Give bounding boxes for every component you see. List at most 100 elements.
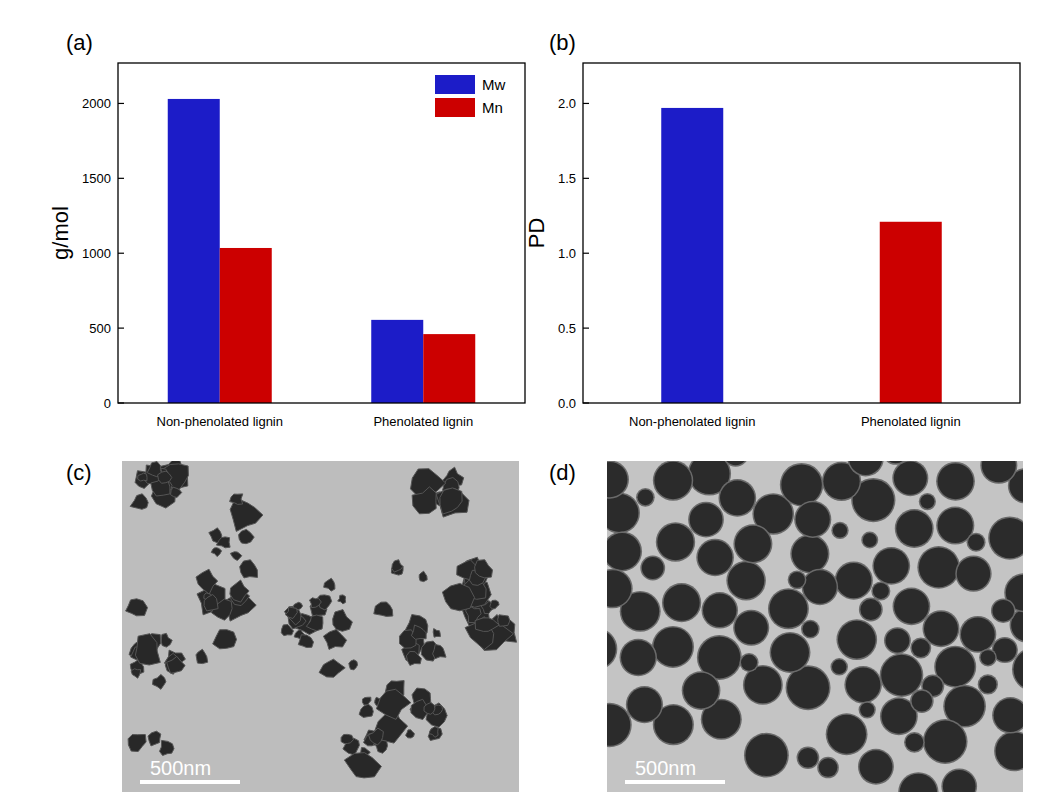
aggregate xyxy=(442,583,474,610)
particle xyxy=(621,640,655,674)
particle-rim xyxy=(770,632,811,673)
particle xyxy=(943,770,976,792)
micrograph-panel: 500nm(c) xyxy=(66,455,519,792)
particle-rim xyxy=(910,689,934,713)
figure: 0500100015002000g/molNon-phenolated lign… xyxy=(0,0,1062,798)
particle-rim xyxy=(620,639,657,676)
particle-rim xyxy=(607,569,633,609)
particle-rim xyxy=(992,697,1023,734)
aggregate xyxy=(436,489,469,517)
particle-rim xyxy=(830,658,848,676)
legend-swatch xyxy=(435,98,475,117)
particle-rim xyxy=(607,532,642,572)
x-tick-label: Non-phenolated lignin xyxy=(157,414,283,429)
bar xyxy=(423,334,475,403)
particle-rim xyxy=(726,561,766,601)
particle-rim xyxy=(919,493,936,510)
particle-rim xyxy=(859,598,883,622)
particle xyxy=(607,570,631,607)
aggregate xyxy=(341,734,353,743)
legend-swatch xyxy=(435,75,475,94)
particle-rim xyxy=(979,649,997,667)
panel-label: (b) xyxy=(549,30,576,55)
aggregate xyxy=(281,625,293,636)
aggregate xyxy=(135,634,160,665)
micrograph-ground xyxy=(122,461,519,792)
particle xyxy=(698,540,733,575)
y-tick xyxy=(118,103,124,104)
particle-rim xyxy=(794,501,831,538)
aggregate xyxy=(428,727,442,740)
particle-rim xyxy=(910,638,931,659)
y-axis-title: g/mol xyxy=(48,206,73,260)
particle xyxy=(961,617,995,651)
particle xyxy=(894,462,927,495)
particle xyxy=(900,774,937,792)
x-tick-label: Phenolated lignin xyxy=(373,414,473,429)
particle-rim xyxy=(871,581,890,600)
particle xyxy=(745,734,787,776)
particle-rim xyxy=(788,570,807,589)
aggregate xyxy=(213,630,237,649)
micrograph xyxy=(122,461,519,792)
particle-rim xyxy=(780,463,823,506)
particle xyxy=(906,733,924,751)
particle-rim xyxy=(978,674,998,694)
particle xyxy=(683,673,719,709)
aggregate xyxy=(369,728,384,745)
aggregate xyxy=(406,730,415,738)
aggregate xyxy=(161,633,172,647)
aggregate xyxy=(411,625,426,639)
particle xyxy=(924,612,958,646)
particle-rim xyxy=(607,628,617,670)
particle xyxy=(860,599,881,620)
particle xyxy=(873,583,889,599)
particle-rim xyxy=(836,619,877,660)
particle xyxy=(607,494,638,532)
particle-rim xyxy=(880,653,924,697)
aggregate xyxy=(376,689,410,719)
particle xyxy=(803,621,819,637)
particle xyxy=(690,503,723,536)
y-axis-title: PD xyxy=(524,218,549,249)
micrograph xyxy=(607,461,1023,792)
particle-rim xyxy=(607,493,640,534)
aggregate xyxy=(153,675,166,690)
particle-rim xyxy=(893,587,931,625)
aggregate xyxy=(344,753,381,778)
aggregate xyxy=(440,488,462,514)
y-tick xyxy=(118,328,124,329)
aggregate xyxy=(230,580,249,602)
bar xyxy=(880,222,942,403)
scale-bar-label: 500nm xyxy=(150,757,211,779)
legend-label: Mw xyxy=(482,76,505,93)
particle-rim xyxy=(848,461,884,476)
bar xyxy=(220,248,272,403)
particle xyxy=(968,534,984,550)
aggregate xyxy=(412,487,436,514)
particle xyxy=(990,518,1023,558)
aggregate xyxy=(138,473,147,481)
particle xyxy=(849,461,882,475)
particle-rim xyxy=(859,701,876,718)
particle xyxy=(885,629,909,653)
particle-rim xyxy=(702,592,738,628)
bar xyxy=(168,99,220,403)
particle-rim xyxy=(636,488,655,507)
particle-rim xyxy=(923,719,968,764)
particle xyxy=(769,590,807,628)
particle xyxy=(720,481,755,516)
aggregate xyxy=(230,552,241,561)
particle xyxy=(838,621,876,659)
y-tick xyxy=(583,328,589,329)
y-tick-label: 0 xyxy=(104,396,111,411)
aggregate xyxy=(424,703,435,715)
aggregate xyxy=(171,487,182,497)
aggregate xyxy=(349,660,358,670)
aggregate xyxy=(323,630,346,650)
bars xyxy=(168,99,476,403)
particle xyxy=(894,589,929,624)
y-tick-label: 1.5 xyxy=(558,171,576,186)
particle xyxy=(638,489,654,505)
particle-rim xyxy=(941,768,977,792)
